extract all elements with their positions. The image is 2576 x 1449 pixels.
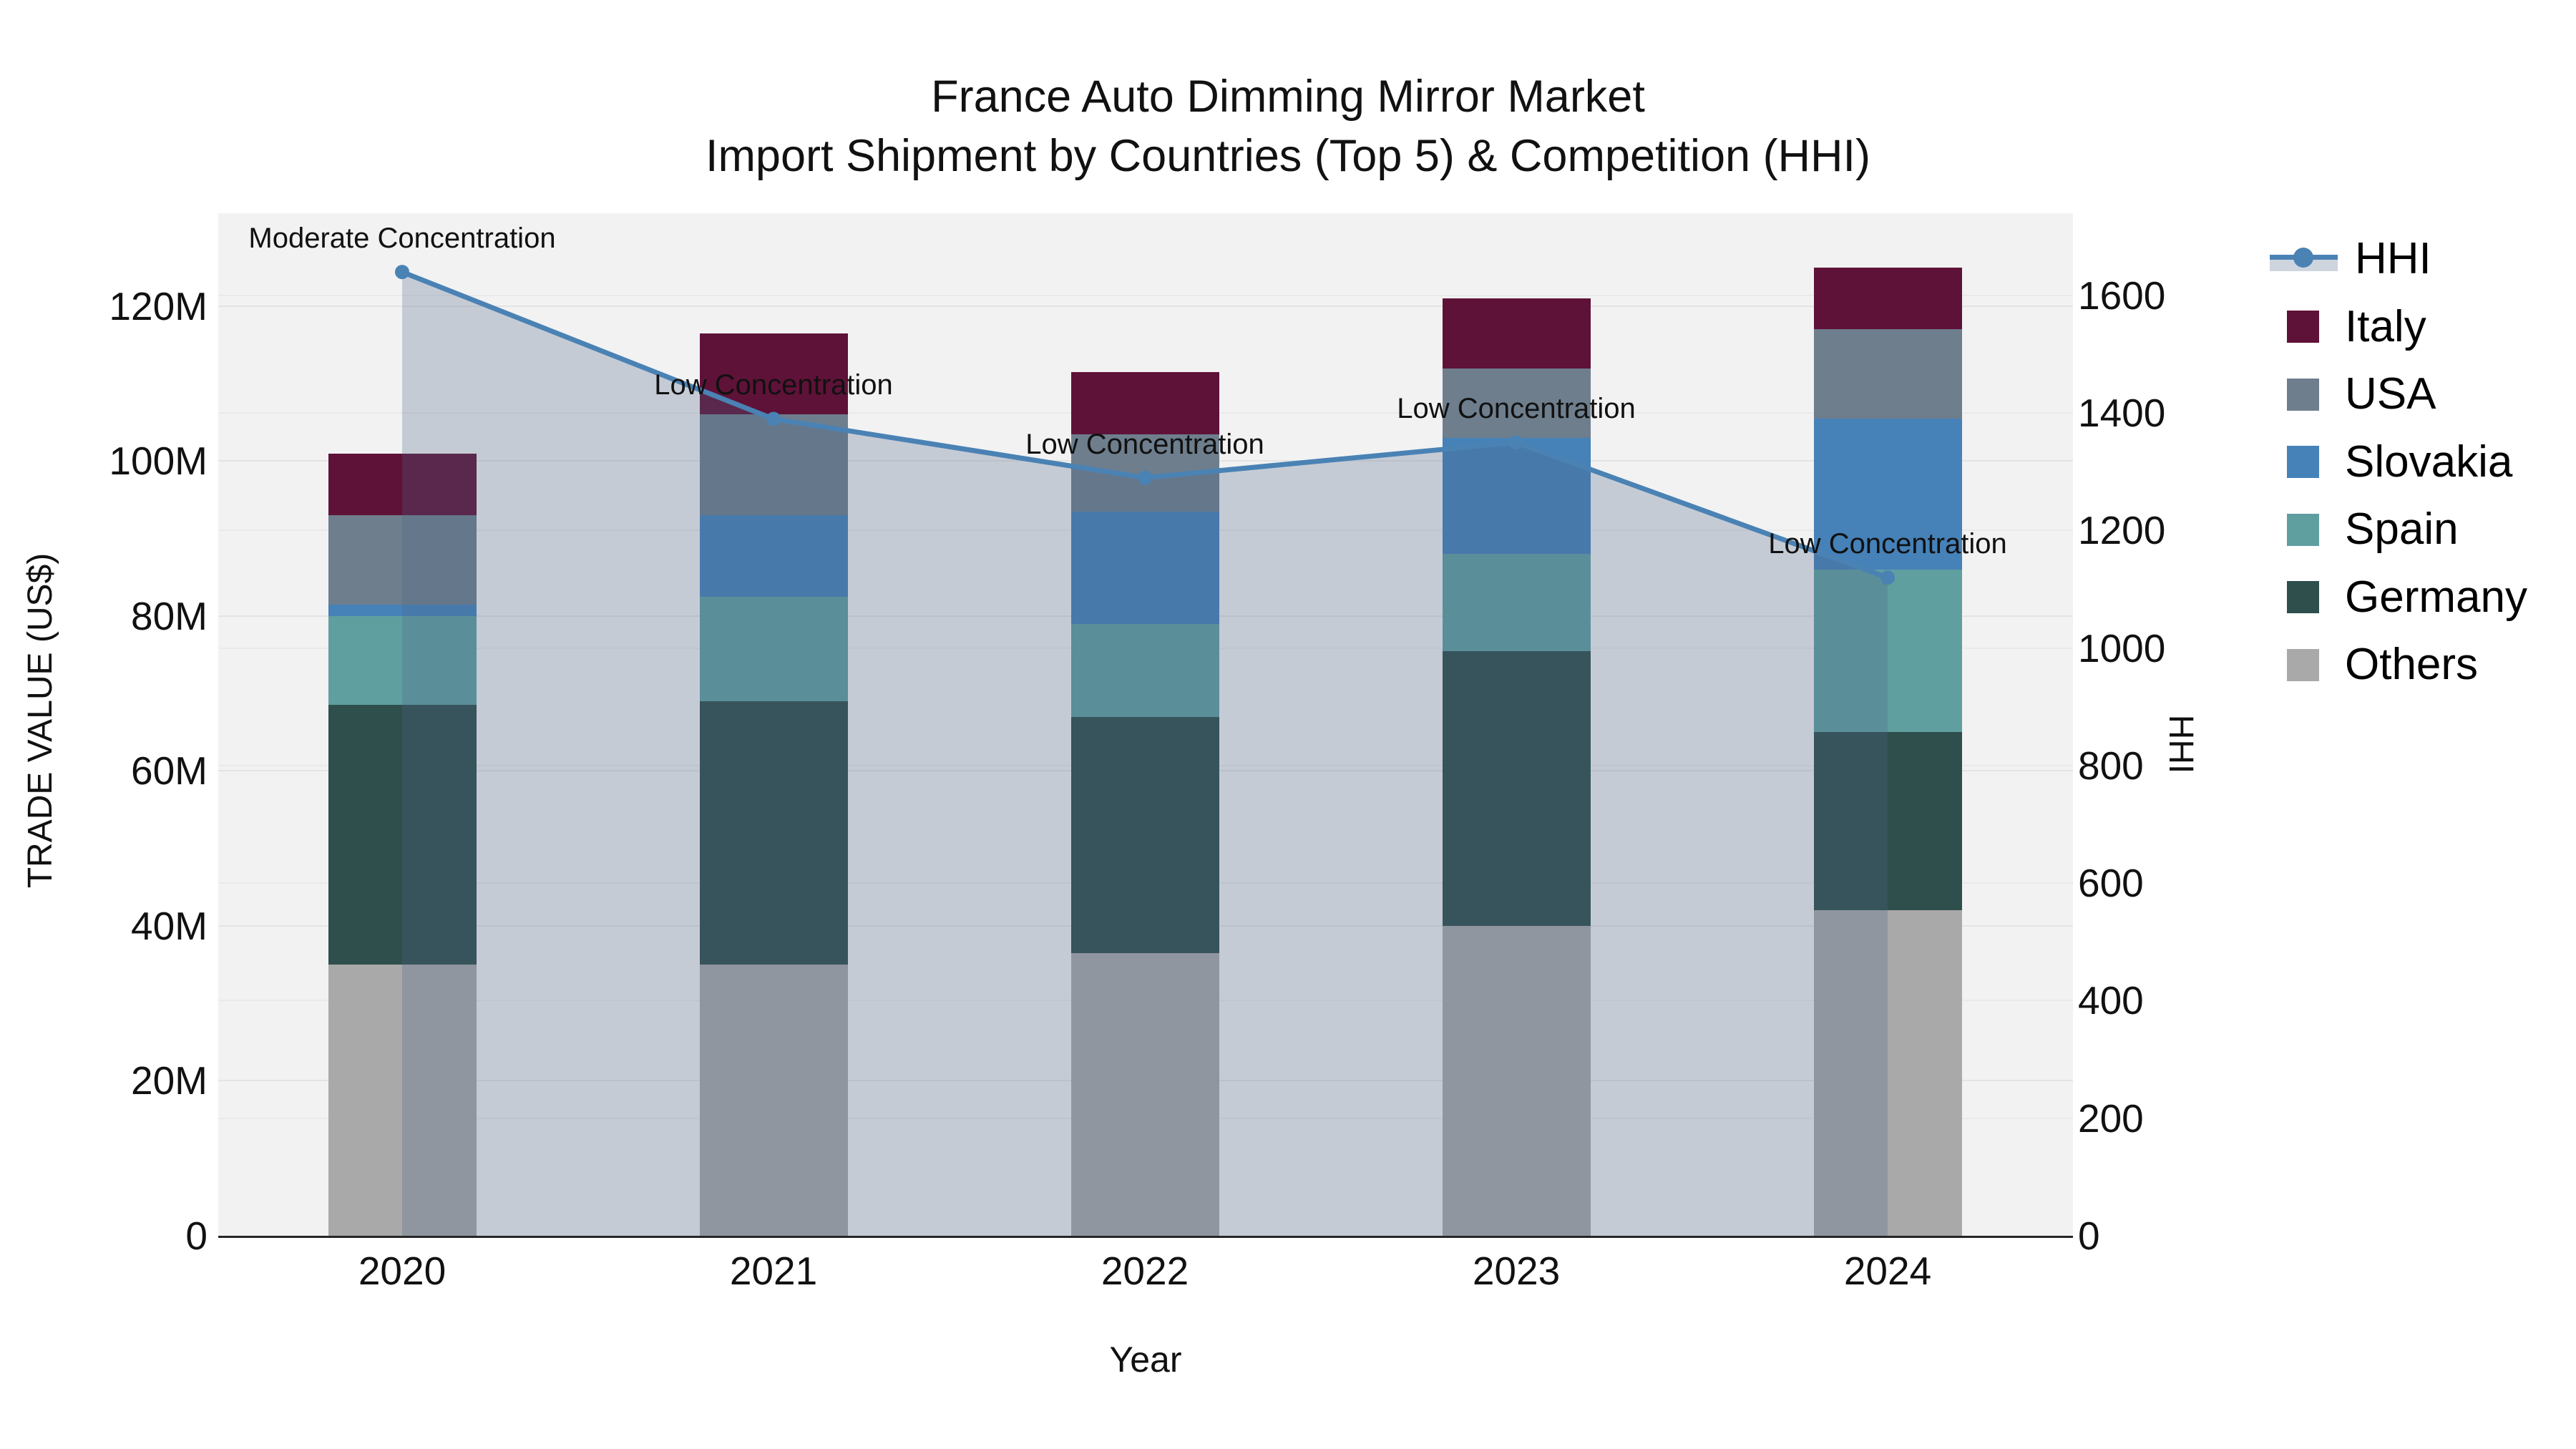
y-right-tick-800: 800: [2078, 743, 2144, 788]
legend-swatch-others-icon: [2287, 648, 2319, 681]
legend-item-others[interactable]: Others: [2270, 636, 2478, 693]
legend-swatch-spain-icon: [2287, 513, 2319, 546]
legend-item-hhi[interactable]: HHI: [2270, 230, 2431, 288]
bar-segment-slovakia-2020[interactable]: [328, 604, 477, 616]
y-right-tick-600: 600: [2078, 861, 2144, 906]
annotation-2020: Moderate Concentration: [248, 223, 556, 255]
bar-segment-germany-2021[interactable]: [699, 701, 848, 965]
y-right-tick-1400: 1400: [2078, 391, 2166, 436]
y-left-tick-60M: 60M: [131, 748, 208, 794]
bar-segment-germany-2022[interactable]: [1070, 716, 1219, 953]
x-axis-title: Year: [1109, 1340, 1182, 1380]
x-tick-2020: 2020: [358, 1249, 447, 1293]
legend-swatch-italy-icon: [2287, 311, 2319, 343]
legend-item-italy[interactable]: Italy: [2270, 298, 2426, 356]
bar-segment-usa-2020[interactable]: [328, 515, 477, 605]
legend-label-spain: Spain: [2345, 504, 2459, 554]
annotation-2023: Low Concentration: [1397, 393, 1636, 425]
y-left-axis-title: TRADE VALUE (US$): [21, 552, 59, 889]
legend-label-hhi: HHI: [2355, 234, 2431, 283]
bar-segment-others-2022[interactable]: [1070, 952, 1219, 1236]
legend-swatch-slovakia-icon: [2287, 446, 2319, 478]
y-right-tick-1000: 1000: [2078, 625, 2166, 670]
bar-segment-others-2024[interactable]: [1813, 910, 1962, 1236]
hhi-point-2021[interactable]: [766, 411, 781, 426]
gridline-trade-120: [218, 305, 2073, 307]
bar-segment-others-2021[interactable]: [699, 965, 848, 1236]
bar-segment-spain-2021[interactable]: [699, 596, 848, 702]
x-tick-2021: 2021: [729, 1249, 818, 1293]
annotation-2022: Low Concentration: [1025, 428, 1264, 460]
bar-segment-usa-2024[interactable]: [1813, 329, 1962, 419]
y-right-tick-400: 400: [2078, 978, 2144, 1023]
y-left-tick-120M: 120M: [109, 283, 208, 328]
bar-segment-italy-2020[interactable]: [328, 453, 477, 516]
y-right-tick-1600: 1600: [2078, 273, 2166, 318]
y-left-tick-20M: 20M: [131, 1058, 208, 1103]
y-right-axis-title: HHI: [2162, 714, 2200, 774]
hhi-line-legend-icon: [2270, 243, 2338, 275]
bar-segment-slovakia-2023[interactable]: [1442, 437, 1591, 555]
bar-segment-usa-2021[interactable]: [699, 414, 848, 516]
bar-segment-usa-2023[interactable]: [1442, 368, 1591, 438]
legend-item-germany[interactable]: Germany: [2270, 569, 2527, 626]
legend-item-spain[interactable]: Spain: [2270, 501, 2459, 558]
legend-swatch-germany-icon: [2287, 581, 2319, 613]
x-tick-2023: 2023: [1472, 1249, 1561, 1293]
chart-title-line1: France Auto Dimming Mirror Market: [931, 72, 1645, 122]
legend-label-usa: USA: [2345, 369, 2436, 419]
legend-item-usa[interactable]: USA: [2270, 366, 2436, 423]
y-right-tick-0: 0: [2078, 1214, 2100, 1258]
y-left-tick-80M: 80M: [131, 593, 208, 638]
legend-label-italy: Italy: [2345, 301, 2426, 351]
bar-segment-others-2020[interactable]: [328, 965, 477, 1236]
legend-label-germany: Germany: [2345, 572, 2527, 622]
x-tick-2022: 2022: [1101, 1249, 1189, 1293]
bar-segment-spain-2022[interactable]: [1070, 623, 1219, 717]
bar-segment-germany-2020[interactable]: [328, 705, 477, 965]
bar-segment-others-2023[interactable]: [1442, 925, 1591, 1236]
chart-title-line2: Import Shipment by Countries (Top 5) & C…: [705, 131, 1871, 181]
annotation-2024: Low Concentration: [1768, 528, 2007, 560]
bar-segment-germany-2024[interactable]: [1813, 732, 1962, 911]
gridline-hhi-1600: [218, 294, 2073, 296]
legend-swatch-usa-icon: [2287, 378, 2319, 411]
hhi-point-2020[interactable]: [395, 265, 409, 280]
bar-segment-slovakia-2022[interactable]: [1070, 511, 1219, 624]
y-right-tick-200: 200: [2078, 1096, 2144, 1141]
y-left-tick-40M: 40M: [131, 903, 208, 948]
bar-segment-spain-2020[interactable]: [328, 615, 477, 706]
legend-item-slovakia[interactable]: Slovakia: [2270, 434, 2512, 491]
bar-segment-italy-2022[interactable]: [1070, 371, 1219, 434]
bar-segment-italy-2023[interactable]: [1442, 298, 1591, 369]
annotation-2021: Low Concentration: [654, 369, 893, 401]
x-tick-2024: 2024: [1843, 1249, 1932, 1293]
hhi-point-2024[interactable]: [1880, 570, 1895, 585]
bar-segment-germany-2023[interactable]: [1442, 650, 1591, 926]
y-left-tick-100M: 100M: [109, 439, 208, 484]
x-axis-line: [218, 1236, 2073, 1238]
bar-segment-slovakia-2024[interactable]: [1813, 418, 1962, 570]
y-right-tick-1200: 1200: [2078, 508, 2166, 553]
y-left-tick-0: 0: [185, 1214, 208, 1258]
bar-segment-spain-2024[interactable]: [1813, 569, 1962, 733]
bar-segment-italy-2024[interactable]: [1813, 267, 1962, 330]
bar-segment-slovakia-2021[interactable]: [699, 515, 848, 597]
hhi-area-fill: [402, 272, 1888, 1236]
hhi-point-2023[interactable]: [1509, 435, 1523, 450]
legend-label-slovakia: Slovakia: [2345, 436, 2513, 487]
legend-label-others: Others: [2345, 640, 2479, 689]
hhi-point-2022[interactable]: [1138, 470, 1152, 485]
bar-segment-spain-2023[interactable]: [1442, 554, 1591, 651]
